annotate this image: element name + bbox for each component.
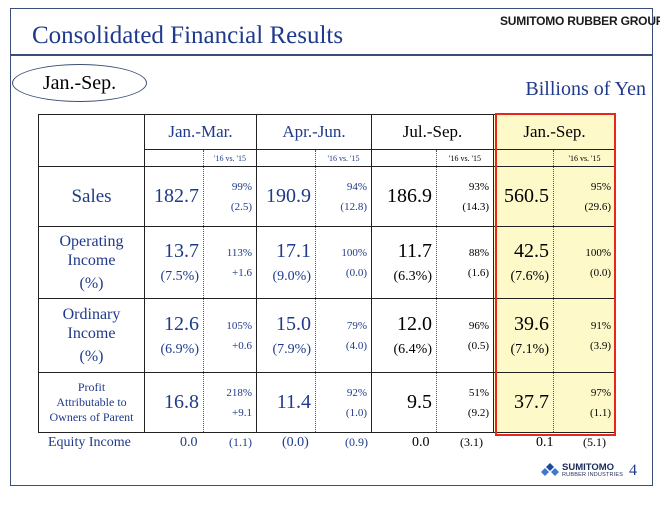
sales-q3-compare: 93% (14.3) [436,166,494,227]
profit-q1-compare: 218% +9.1 [203,372,257,433]
sales-q3-value: 186.9 [371,166,437,227]
ordinary-q2-compare: 79% (4.0) [315,298,372,373]
equity-income-row: Equity Income 0.0 (1.1) (0.0) (0.9) 0.0 … [38,432,615,454]
operating-q3-value: 11.7 (6.3%) [371,226,437,299]
operating-q2-value: 17.1 (9.0%) [256,226,316,299]
page-number: 4 [629,462,637,479]
diamond-logo-icon [541,463,559,476]
operating-q2-compare: 100% (0.0) [315,226,372,299]
ordinary-q1-value: 12.6 (6.9%) [144,298,204,373]
equity-q2-diff: (0.9) [345,435,368,449]
unit-label: Billions of Yen [525,78,646,100]
row-label-sales: Sales [38,166,145,227]
period-label: Jan.-Sep. [12,64,147,102]
ordinary-q2-value: 15.0 (7.9%) [256,298,316,373]
col-header-q2: Apr.-Jun. [256,114,372,150]
equity-ytd-value: 0.1 [536,435,554,450]
header-corner [38,114,145,167]
table-row: Sales 182.7 99% (2.5) 190.9 94% (12.8) 186… [38,166,617,227]
operating-ytd-value: 42.5 (7.6%) [493,226,554,299]
profit-q3-value: 9.5 [371,372,437,433]
operating-q1-value: 13.7 (7.5%) [144,226,204,299]
profit-q2-compare: 92% (1.0) [315,372,372,433]
profit-ytd-value: 37.7 [493,372,554,433]
financial-results-table: Jan.-Mar. Apr.-Jun. Jul.-Sep. Jan.-Sep. … [38,114,617,433]
sales-ytd-value: 560.5 [493,166,554,227]
sales-q1-value: 182.7 [144,166,204,227]
table-row: Operating Income (%) 13.7 (7.5%) 113% +1.6… [38,226,617,299]
profit-q1-value: 16.8 [144,372,204,433]
brand-name: SUMITOMO RUBBER GROUP [500,14,660,28]
ordinary-ytd-value: 39.6 (7.1%) [493,298,554,373]
sales-q2-compare: 94% (12.8) [315,166,372,227]
sales-q1-compare: 99% (2.5) [203,166,257,227]
table-row: Profit Attributable to Owners of Parent … [38,372,617,433]
row-label-operating-income: Operating Income (%) [38,226,145,299]
sales-ytd-compare: 95% (29.6) [552,166,617,227]
equity-q3-diff: (3.1) [460,435,483,449]
sales-q2-value: 190.9 [256,166,316,227]
operating-ytd-compare: 100% (0.0) [552,226,617,299]
profit-ytd-compare: 97% (1.1) [552,372,617,433]
col-sub-ytd: '16 vs. '15 [552,149,617,167]
col-sub-q1: '16 vs. '15 [203,149,257,167]
col-header-q3: Jul.-Sep. [371,114,494,150]
equity-q3-value: 0.0 [412,435,430,450]
ordinary-q3-compare: 96% (0.5) [436,298,494,373]
col-header-q1: Jan.-Mar. [144,114,257,150]
company-logo: SUMITOMO RUBBER INDUSTRIES [541,460,623,480]
equity-q2-value: (0.0) [282,435,309,450]
row-label-ordinary-income: Ordinary Income (%) [38,298,145,373]
operating-q3-compare: 88% (1.6) [436,226,494,299]
ordinary-ytd-compare: 91% (3.9) [552,298,617,373]
title-divider [10,54,653,56]
slide-title: Consolidated Financial Results [32,22,344,49]
col-sub-q3: '16 vs. '15 [436,149,494,167]
table-row: Ordinary Income (%) 12.6 (6.9%) 105% +0.6 … [38,298,617,373]
equity-q1-value: 0.0 [180,435,198,450]
col-header-ytd: Jan.-Sep. [492,114,617,150]
col-sub-q2: '16 vs. '15 [315,149,372,167]
equity-q1-diff: (1.1) [229,435,252,449]
profit-q3-compare: 51% (9.2) [436,372,494,433]
row-label-profit: Profit Attributable to Owners of Parent [38,372,145,433]
equity-ytd-diff: (5.1) [583,435,606,449]
ordinary-q1-compare: 105% +0.6 [203,298,257,373]
table-header-row: Jan.-Mar. Apr.-Jun. Jul.-Sep. Jan.-Sep. [38,114,617,167]
profit-q2-value: 11.4 [256,372,316,433]
ordinary-q3-value: 12.0 (6.4%) [371,298,437,373]
equity-income-label: Equity Income [48,435,131,450]
operating-q1-compare: 113% +1.6 [203,226,257,299]
